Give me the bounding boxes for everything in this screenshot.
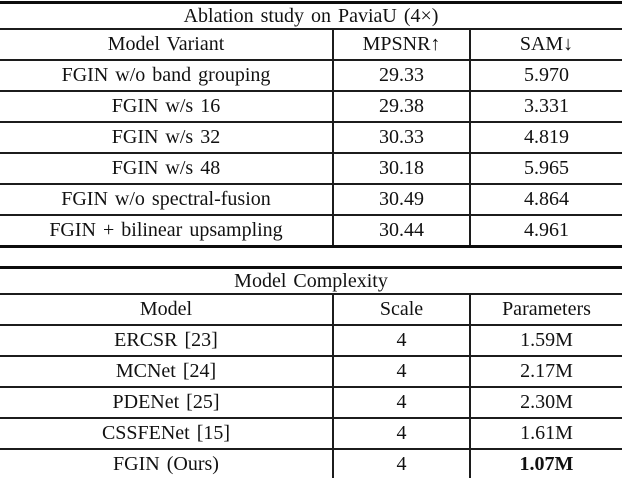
column-header-model-variant: Model Variant — [107, 33, 225, 55]
table-cell-bold-parameters: 1.07M — [469, 449, 622, 478]
table-cell: 4.819 — [468, 122, 622, 153]
table-cell: FGIN w/o spectral-fusion — [61, 188, 271, 210]
ablation-table-header-row: Model Variant MPSNR↑ SAM↓ — [0, 29, 622, 60]
table-cell: 3.331 — [468, 91, 622, 122]
table-cell: 29.33 — [332, 60, 470, 91]
table-cell: 4.961 — [468, 215, 622, 247]
table-cell: ERCSR [23] — [114, 329, 218, 351]
complexity-table: Model Complexity Model Scale Parameters … — [0, 266, 622, 478]
table-cell: FGIN w/s 48 — [111, 157, 221, 179]
ablation-table: Ablation study on PaviaU (4×) Model Vari… — [0, 1, 622, 248]
table-row: FGIN w/o band grouping 29.33 5.970 — [0, 60, 622, 91]
table-row: FGIN w/s 48 30.18 5.965 — [0, 153, 622, 184]
complexity-table-header-row: Model Scale Parameters — [0, 294, 622, 325]
table-cell: 2.17M — [469, 356, 622, 387]
table-cell: 4 — [332, 418, 470, 449]
table-cell: 4.864 — [468, 184, 622, 215]
table-row-ours: FGIN (Ours) 4 1.07M — [0, 449, 622, 478]
table-cell: 5.970 — [468, 60, 622, 91]
table-cell: 4 — [332, 387, 470, 418]
table-row: FGIN w/s 32 30.33 4.819 — [0, 122, 622, 153]
table-cell: 2.30M — [469, 387, 622, 418]
table-cell: 4 — [332, 449, 470, 478]
ablation-table-title: Ablation study on PaviaU (4×) — [183, 5, 439, 27]
table-row: FGIN w/o spectral-fusion 30.49 4.864 — [0, 184, 622, 215]
table-cell: MCNet [24] — [115, 360, 217, 382]
table-cell: FGIN (Ours) — [113, 453, 219, 475]
column-header-mpsnr: MPSNR↑ — [332, 29, 470, 60]
table-row: CSSFENet [15] 4 1.61M — [0, 418, 622, 449]
table-cell: 4 — [332, 356, 470, 387]
table-row: PDENet [25] 4 2.30M — [0, 387, 622, 418]
table-cell: FGIN w/o band grouping — [61, 64, 271, 86]
table-row: FGIN + bilinear upsampling 30.44 4.961 — [0, 215, 622, 247]
column-header-sam: SAM↓ — [468, 29, 622, 60]
table-cell: FGIN w/s 16 — [111, 95, 221, 117]
table-row: MCNet [24] 4 2.17M — [0, 356, 622, 387]
column-header-model: Model — [139, 298, 193, 320]
table-cell: 29.38 — [332, 91, 470, 122]
table-cell: 1.61M — [469, 418, 622, 449]
complexity-table-title-row: Model Complexity — [0, 268, 622, 294]
table-cell: 30.49 — [332, 184, 470, 215]
column-header-scale: Scale — [332, 294, 470, 325]
table-cell: 1.59M — [469, 325, 622, 356]
table-cell: 4 — [332, 325, 470, 356]
column-header-parameters: Parameters — [469, 294, 622, 325]
table-cell: FGIN w/s 32 — [111, 126, 221, 148]
table-cell: 5.965 — [468, 153, 622, 184]
complexity-table-title: Model Complexity — [234, 270, 388, 292]
table-row: FGIN w/s 16 29.38 3.331 — [0, 91, 622, 122]
table-cell: 30.44 — [332, 215, 470, 247]
table-cell: CSSFENet [15] — [101, 422, 231, 444]
table-cell: PDENet [25] — [112, 391, 220, 413]
table-cell: 30.33 — [332, 122, 470, 153]
ablation-table-title-row: Ablation study on PaviaU (4×) — [0, 3, 622, 29]
table-cell: FGIN + bilinear upsampling — [49, 219, 283, 241]
table-row: ERCSR [23] 4 1.59M — [0, 325, 622, 356]
table-cell: 30.18 — [332, 153, 470, 184]
